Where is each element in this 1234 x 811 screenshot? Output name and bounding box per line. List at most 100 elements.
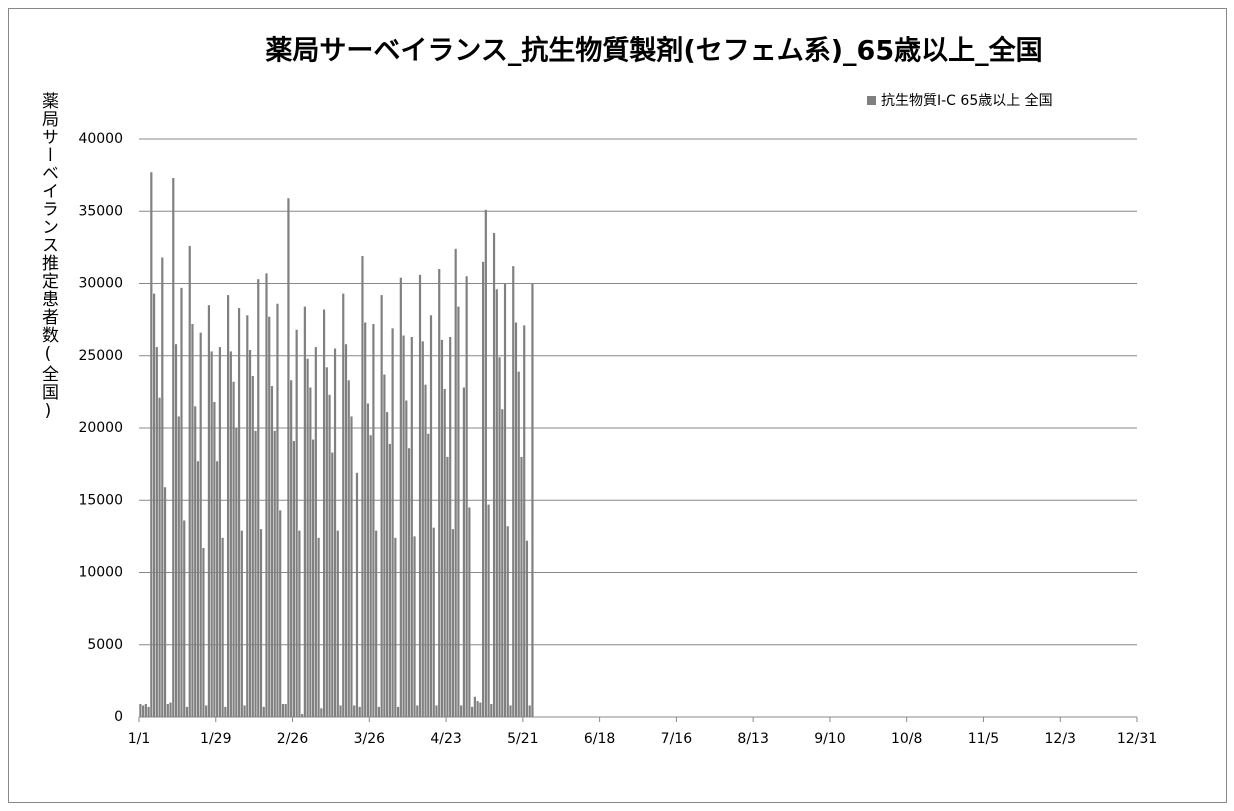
bar	[205, 705, 208, 717]
bar	[396, 706, 400, 717]
bar	[443, 388, 446, 717]
bar	[512, 266, 515, 717]
y-tick-label: 35000	[78, 203, 123, 219]
bar	[221, 537, 224, 717]
bar	[218, 347, 221, 717]
bar	[391, 328, 394, 717]
bar	[440, 339, 444, 717]
bar	[353, 705, 356, 717]
bar	[446, 456, 449, 717]
x-tick-label: 1/29	[200, 731, 231, 747]
bar	[394, 537, 397, 717]
bar	[410, 336, 413, 717]
bar	[402, 335, 405, 717]
bar	[251, 375, 254, 717]
y-tick-label: 10000	[78, 565, 123, 581]
bar	[418, 274, 422, 717]
bar	[158, 397, 161, 717]
x-tick-label: 3/26	[354, 731, 386, 747]
bar	[484, 209, 487, 717]
bar	[481, 261, 485, 717]
bar	[185, 706, 189, 717]
bar	[301, 714, 304, 717]
bar	[514, 322, 518, 717]
x-tick-label: 8/13	[737, 731, 768, 747]
x-tick-label: 9/10	[814, 731, 845, 747]
bar	[407, 448, 411, 717]
bar	[350, 416, 353, 717]
bar	[202, 547, 205, 717]
y-tick-label: 40000	[78, 131, 123, 147]
bar	[525, 540, 529, 717]
bar	[298, 530, 301, 717]
bar	[462, 387, 465, 717]
y-tick-label: 30000	[78, 276, 123, 292]
bar	[347, 380, 350, 717]
chart-title: 薬局サーベイランス_抗生物質製剤(セフェム系)_65歳以上_全国	[265, 35, 1042, 67]
y-tick-label: 20000	[78, 420, 123, 436]
bar	[492, 232, 496, 718]
bar	[509, 705, 512, 717]
x-tick-label: 12/31	[1117, 731, 1157, 747]
bar	[188, 245, 191, 717]
bar	[369, 435, 372, 717]
bar	[237, 308, 241, 717]
bar	[152, 293, 156, 717]
bar	[232, 381, 235, 717]
bar	[287, 198, 290, 717]
bar	[144, 703, 147, 717]
bar	[339, 705, 342, 717]
bar	[235, 428, 238, 717]
bar	[229, 351, 232, 717]
bar	[257, 279, 260, 717]
bar	[449, 336, 452, 717]
bar	[306, 358, 309, 717]
bar	[172, 178, 175, 717]
bar	[498, 357, 501, 717]
bar	[366, 403, 370, 717]
bar	[501, 409, 504, 717]
bar	[268, 316, 271, 717]
bar	[479, 702, 482, 717]
bar	[270, 386, 274, 717]
bar	[342, 293, 345, 717]
bar	[295, 329, 298, 717]
bar	[457, 306, 460, 717]
chart-border	[8, 8, 1227, 803]
bar	[421, 341, 424, 717]
bar	[416, 705, 419, 717]
bar	[495, 289, 498, 717]
bar	[413, 536, 416, 717]
bar	[528, 705, 531, 717]
bar	[380, 295, 383, 717]
bar	[194, 406, 197, 717]
bar	[216, 461, 219, 717]
bar	[388, 443, 391, 717]
bar	[224, 706, 227, 717]
y-tick-label: 0	[114, 709, 123, 725]
bar	[177, 416, 180, 717]
bar	[147, 706, 150, 717]
bar	[139, 703, 142, 717]
bar	[210, 351, 213, 717]
bar	[199, 332, 202, 717]
bar	[355, 472, 359, 717]
x-tick-label: 6/18	[584, 731, 615, 747]
x-tick-label: 7/16	[661, 731, 693, 747]
bar	[503, 283, 507, 717]
bar	[331, 452, 334, 717]
bar	[506, 526, 509, 717]
bar	[279, 510, 282, 717]
bar	[361, 256, 364, 717]
bar	[290, 380, 293, 717]
bar	[372, 323, 375, 717]
bar	[490, 703, 493, 717]
bar	[292, 441, 296, 717]
bar	[438, 269, 441, 717]
bar	[227, 295, 230, 717]
bar	[336, 530, 339, 717]
x-tick-label: 4/23	[430, 731, 461, 747]
y-tick-label: 5000	[87, 637, 123, 653]
bar	[309, 387, 312, 717]
